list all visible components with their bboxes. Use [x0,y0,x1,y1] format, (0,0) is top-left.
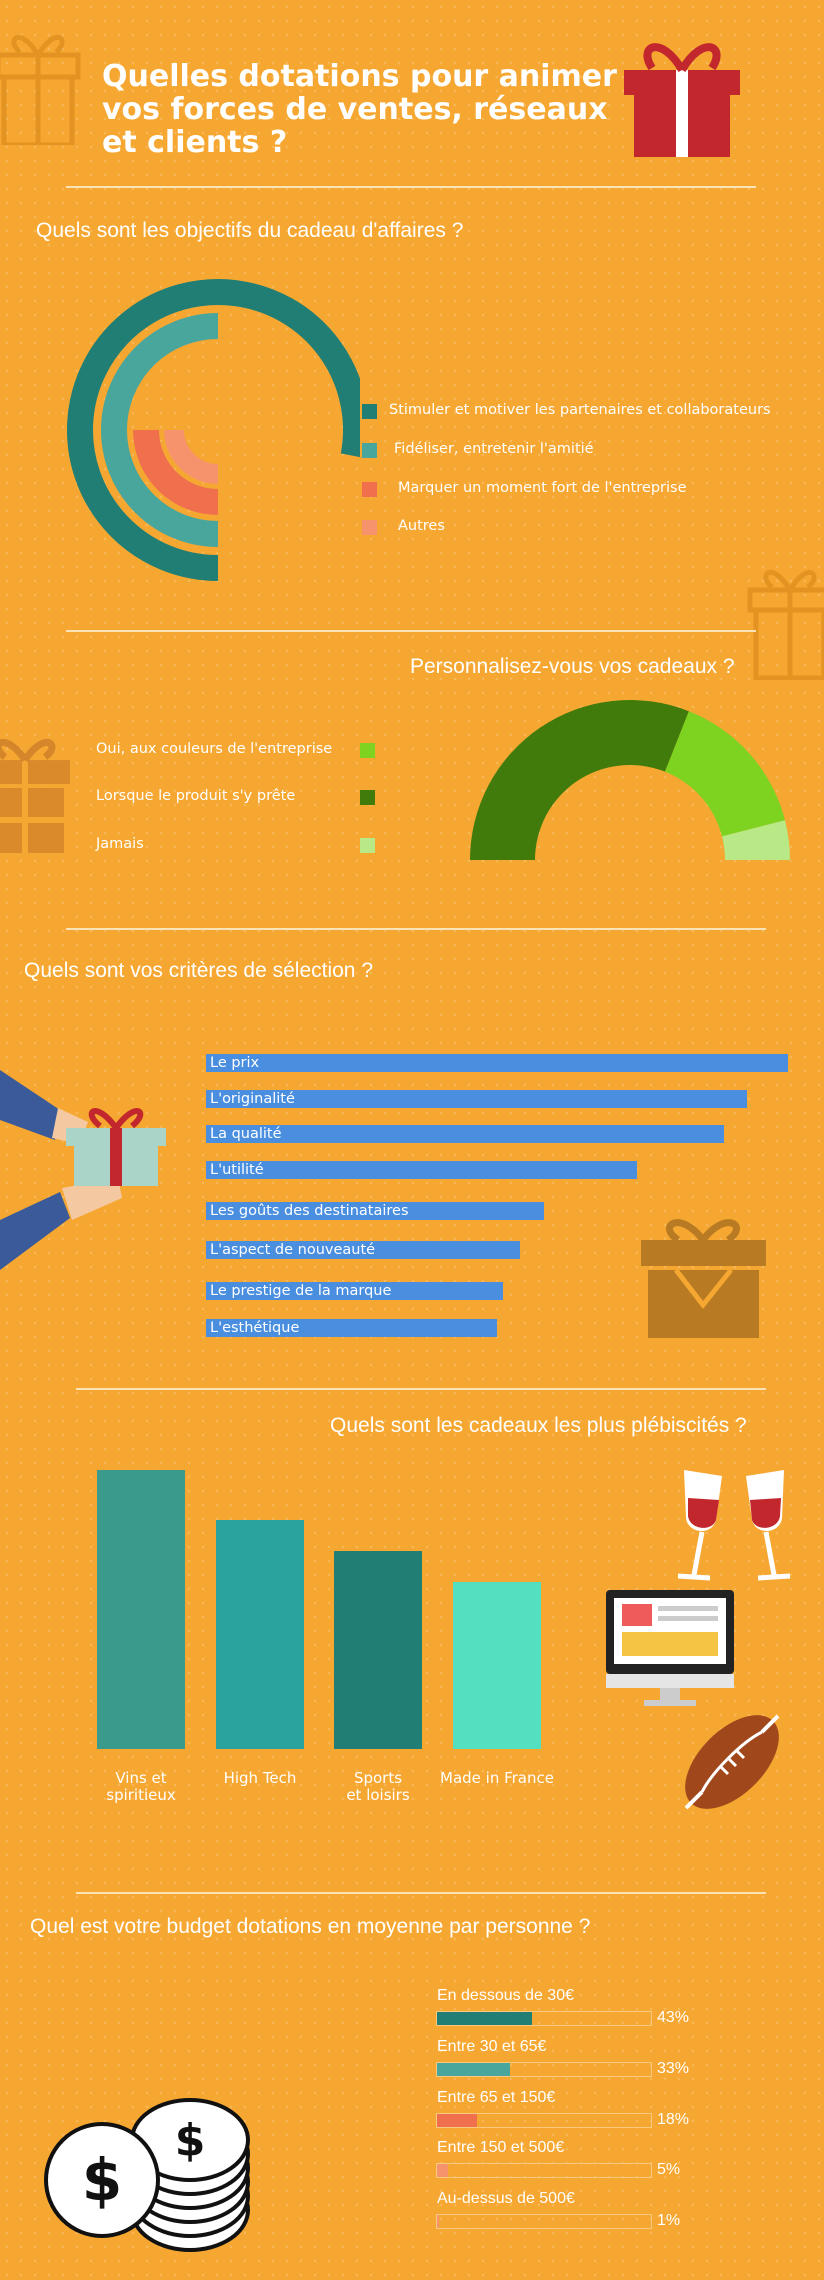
gift-bar-label: Vins et spiritieux [106,1769,176,1804]
gift-bar [97,1470,185,1749]
donut-slice-0 [664,711,785,837]
gift-outline-icon [747,570,824,680]
question-plebiscites: Quels sont les cadeaux les plus plébisci… [330,1414,747,1437]
budget-percent: 18% [657,2111,690,2128]
page-title: Quelles dotations pour animer vos forces… [102,59,617,160]
legend-swatch [362,482,377,497]
question-objectifs: Quels sont les objectifs du cadeau d'aff… [36,219,464,242]
gift-outline-icon [0,35,81,145]
separator [66,186,756,188]
budget-track [436,2062,652,2077]
question-budget: Quel est votre budget dotations en moyen… [30,1915,591,1938]
legend-swatch [362,520,377,535]
radial-arc-3 [164,429,219,484]
legend-swatch [362,404,377,419]
rugby-ball-icon [684,1714,780,1810]
budget-percent: 5% [657,2161,681,2178]
hands-giving-gift-icon [0,1070,166,1270]
separator [76,1892,766,1894]
legend-swatch [360,743,375,758]
budget-fill [437,2215,440,2228]
donut-slice-1 [470,700,689,860]
criteria-label: Le prix [210,1055,260,1071]
budget-fill [437,2114,477,2127]
legend-label: Oui, aux couleurs de l'entreprise [96,741,333,757]
criteria-label: L'utilité [210,1162,264,1178]
separator [76,1388,766,1390]
budget-percent: 1% [657,2212,681,2229]
budget-label: Entre 30 et 65€ [437,2038,547,2055]
gift-filled-icon [0,739,70,853]
gift-bar-label: Made in France [440,1769,554,1787]
criteria-label: L'originalité [210,1091,295,1107]
legend-swatch [360,790,375,805]
computer-monitor-icon [606,1590,734,1706]
wine-glasses-icon [677,1470,791,1581]
legend-label: Stimuler et motiver les partenaires et c… [389,402,771,418]
legend-label: Lorsque le produit s'y prête [96,788,296,804]
half-donut-chart [470,700,790,860]
criteria-label: L'esthétique [210,1320,300,1336]
coins-dollar-icon: $ $ [44,2098,250,2252]
budget-percent: 43% [657,2009,690,2026]
criteria-bar: L'esthétique [206,1319,497,1337]
criteria-bar: Le prestige de la marque [206,1282,503,1300]
gift-bar [334,1550,422,1749]
criteria-bar: L'utilité [206,1161,637,1179]
budget-track [436,2163,652,2178]
separator [66,928,766,930]
criteria-label: Le prestige de la marque [210,1283,392,1299]
gift-bar [453,1581,541,1749]
budget-fill [437,2164,449,2177]
legend-swatch [360,838,375,853]
criteria-bar: L'originalité [206,1090,748,1108]
legend-label: Jamais [96,836,144,852]
criteria-bar: L'aspect de nouveauté [206,1241,521,1259]
legend-label: Autres [398,518,445,534]
gift-bar-label: High Tech [223,1769,297,1787]
question-personnalisation: Personnalisez-vous vos cadeaux ? [410,655,735,678]
radial-arc-2 [133,429,219,515]
radial-chart [67,279,360,581]
legend-label: Marquer un moment fort de l'entreprise [398,480,687,496]
legend-label: Fidéliser, entretenir l'amitié [394,441,594,457]
donut-slice-2 [722,820,790,860]
question-criteres: Quels sont vos critères de sélection ? [24,959,374,982]
radial-arc-0 [67,279,360,581]
budget-track [436,2113,652,2128]
criteria-label: Les goûts des destinataires [210,1203,409,1219]
budget-label: Entre 65 et 150€ [437,2089,556,2106]
criteria-label: L'aspect de nouveauté [210,1242,376,1258]
separator [66,630,756,632]
svg-text:$: $ [82,2146,122,2214]
budget-label: Au-dessus de 500€ [437,2190,575,2207]
legend-swatch [362,443,377,458]
criteria-label: La qualité [210,1126,282,1142]
criteria-bar: La qualité [206,1125,724,1143]
budget-track [436,2214,652,2229]
gift-red-icon [624,43,740,157]
gift-bar-label: Sports et loisirs [346,1769,410,1804]
budget-label: En dessous de 30€ [437,1987,574,2004]
svg-text:$: $ [175,2115,206,2166]
gift-bar [216,1520,304,1749]
gift-filled-icon [641,1219,766,1338]
budget-percent: 33% [657,2060,690,2077]
radial-arc-1 [101,313,219,547]
criteria-bar: Les goûts des destinataires [206,1202,544,1220]
budget-fill [437,2063,510,2076]
budget-label: Entre 150 et 500€ [437,2139,565,2156]
budget-track [436,2011,652,2026]
criteria-bar: Le prix [206,1054,788,1072]
budget-fill [437,2012,532,2025]
